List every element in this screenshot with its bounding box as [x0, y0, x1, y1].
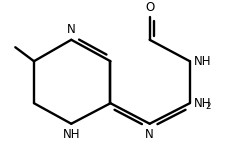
Text: O: O — [145, 1, 154, 14]
Text: NH: NH — [194, 97, 211, 110]
Text: 2: 2 — [206, 102, 211, 111]
Text: N: N — [145, 128, 154, 141]
Text: NH: NH — [194, 55, 211, 68]
Text: N: N — [67, 23, 76, 36]
Text: NH: NH — [62, 128, 80, 141]
